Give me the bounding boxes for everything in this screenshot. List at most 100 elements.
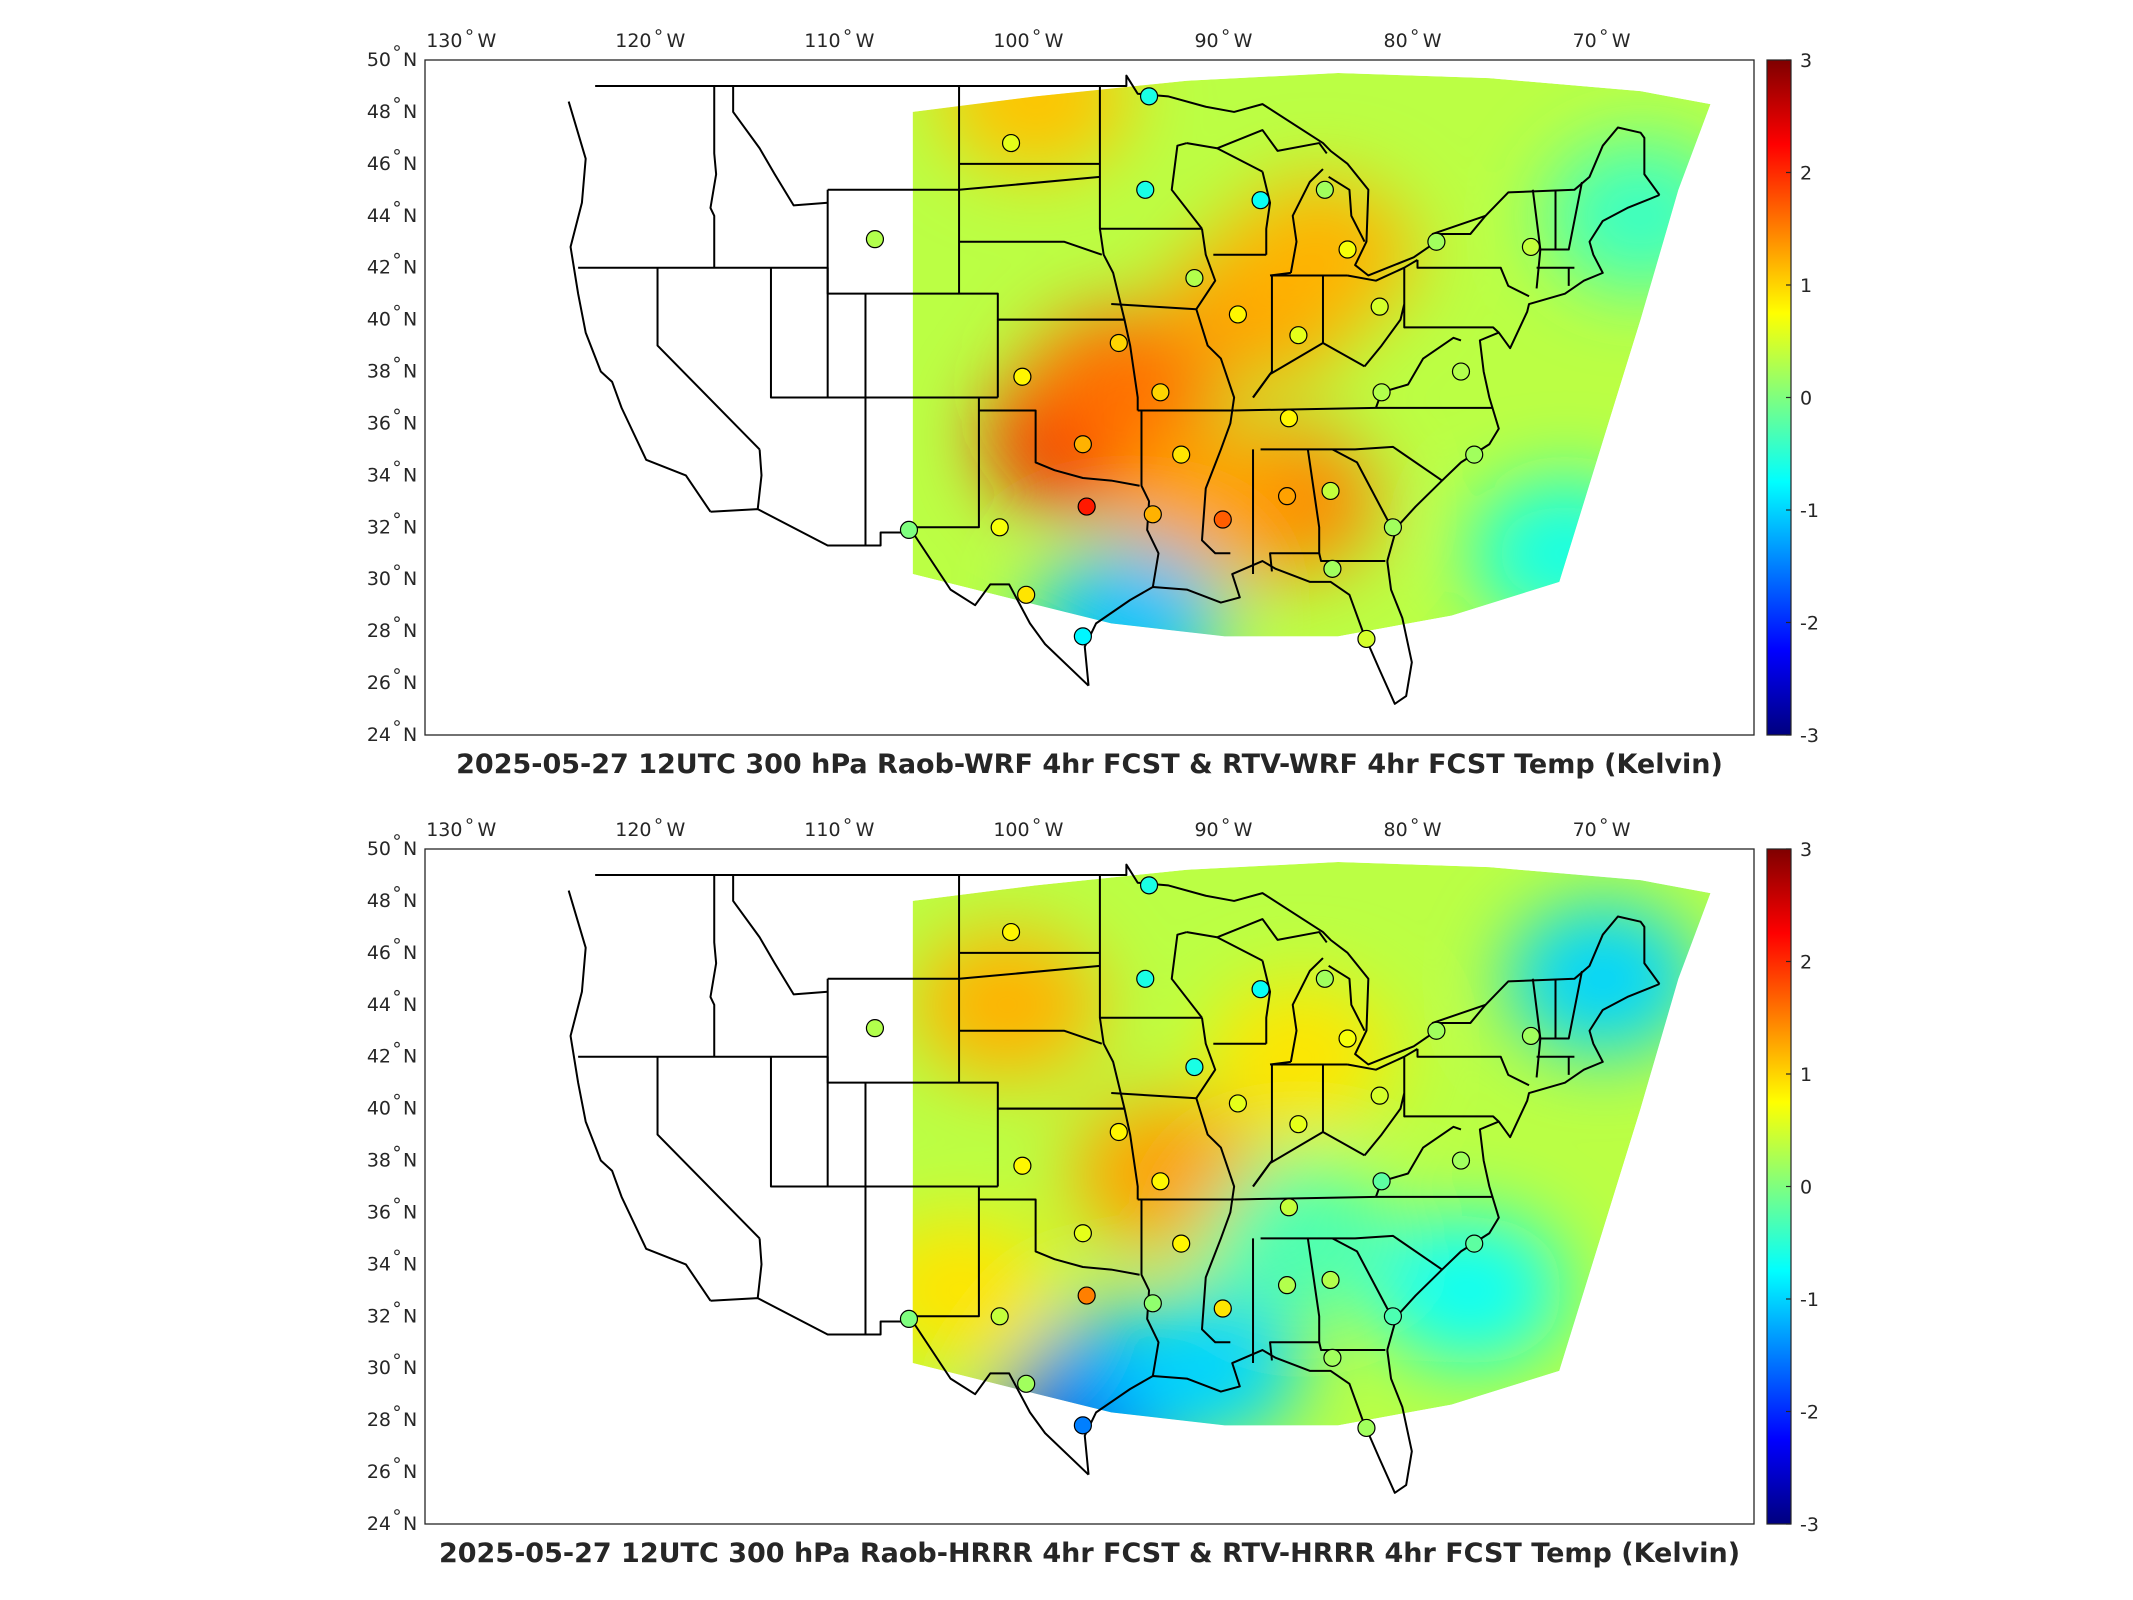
boundary-line [958,175,1100,191]
degree-symbol [394,512,400,519]
station-marker [1136,180,1155,199]
boundary-line [958,964,1100,980]
station-marker [1338,1029,1357,1048]
boundary-line [1386,194,1660,562]
lat-tick-label: 40 [367,1098,391,1120]
station-marker [1521,1026,1541,1046]
degree-symbol [844,29,851,35]
colorbar-tick-label: -3 [1800,1514,1819,1536]
degree-symbol [394,252,400,259]
boundary-line [1111,228,1217,311]
station-marker [1228,1094,1248,1113]
lat-tick-unit: N [403,257,417,279]
station-marker [1139,87,1159,106]
degree-symbol [1222,29,1229,35]
degree-symbol [394,1145,400,1152]
station-marker [1279,1198,1299,1217]
boundary-line [1269,1060,1291,1066]
boundary-line [1386,983,1660,1351]
boundary-line [769,1056,998,1188]
boundary-line [567,890,712,1302]
boundary-line [1432,215,1487,235]
lat-tick-label: 32 [367,516,391,538]
station-marker [1427,232,1446,251]
station-marker [1073,627,1092,646]
station-marker [1151,383,1170,402]
colorbar-tick-label: 0 [1800,388,1812,410]
degree-symbol [1600,29,1607,35]
station-marker [1383,518,1403,537]
boundary-line [1540,181,1583,251]
station-marker [899,520,919,540]
degree-symbol [394,200,400,207]
colorbar-tick-label: -1 [1800,500,1819,522]
station-marker [1357,1418,1376,1438]
station-marker [1139,876,1159,895]
station-marker [1289,326,1308,345]
lat-tick-label: 38 [367,1150,391,1172]
degree-symbol [394,616,400,623]
lat-tick-unit: N [403,890,417,912]
map-frame [424,848,1755,1525]
lat-tick-unit: N [403,568,417,590]
boundary-line [1234,1195,1494,1201]
degree-symbol [394,148,400,155]
lat-tick-unit: N [403,1409,417,1431]
boundary-line [1216,936,1263,962]
lat-tick-label: 28 [367,620,391,642]
lat-tick-label: 40 [367,309,391,331]
lat-tick-unit: N [403,1357,417,1379]
lon-tick-label: 80 [1384,30,1408,52]
boundary-line [997,318,1139,411]
station-marker [1001,133,1021,153]
station-marker [1143,505,1162,524]
lat-tick-label: 34 [367,464,391,486]
lon-tick-unit: W [667,819,686,841]
degree-symbol [394,1197,400,1204]
lat-tick-label: 34 [367,1253,391,1275]
boundary-line [656,267,761,451]
lat-tick-label: 26 [367,1461,391,1483]
colorbar-tick-label: 0 [1800,1177,1812,1199]
station-marker [1143,1294,1162,1313]
lat-tick-unit: N [403,464,417,486]
station-marker [1185,1057,1204,1077]
lon-tick-label: 70 [1573,30,1597,52]
boundary-line [1170,142,1203,230]
degree-symbol [1033,29,1040,35]
lon-tick-unit: W [1423,30,1442,52]
boundary-line [710,508,1090,687]
boundary-line [1216,147,1263,173]
station-marker [1228,305,1248,324]
station-marker [1279,409,1299,428]
degree-symbol [394,1353,400,1360]
boundary-line [1098,85,1126,320]
lat-tick-label: 28 [367,1409,391,1431]
station-marker [1017,1374,1036,1393]
station-marker [1323,559,1342,578]
lat-tick-unit: N [403,1201,417,1223]
station-marker [1172,1234,1191,1253]
station-marker [1013,1156,1032,1175]
station-marker [1370,297,1389,316]
station-marker [1109,1122,1128,1142]
station-marker [1357,629,1376,649]
lat-tick-unit: N [403,412,417,434]
station-marker [1289,1115,1308,1134]
field-region [1025,309,1216,460]
lat-tick-unit: N [403,838,417,860]
boundary-line [1318,1342,1386,1352]
boundary-line [710,1297,1090,1476]
boundary-line [1432,1004,1487,1024]
degree-symbol [1600,818,1607,824]
lat-tick-label: 30 [367,1357,391,1379]
temperature-difference-field [912,72,1711,637]
degree-symbol [466,818,473,824]
lat-tick-unit: N [403,724,417,746]
colorbar-tick-label: -2 [1800,613,1819,635]
boundary-line [1252,1130,1366,1188]
map-panel-1: 130 W 120 W 110 W 100 W 90 W 80 W 70 W50 N48 N46 N44 N42 N… [367,29,1819,780]
lat-tick-label: 38 [367,361,391,383]
boundary-line [1186,918,1328,944]
station-marker [1383,1307,1403,1326]
